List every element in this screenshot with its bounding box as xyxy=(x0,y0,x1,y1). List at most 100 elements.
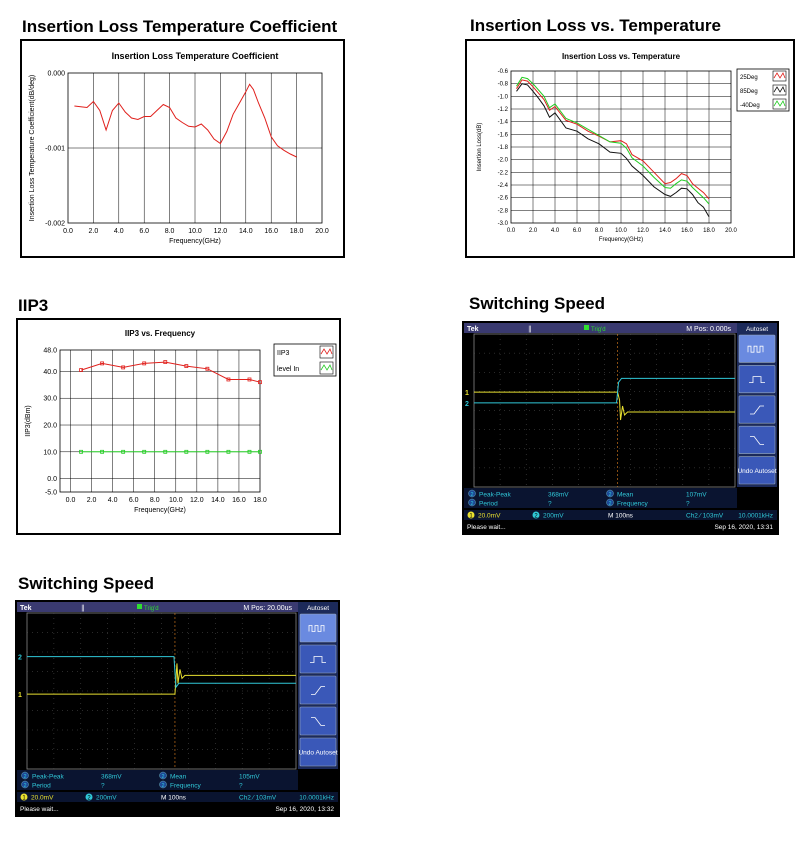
y-tick-label: 48.0 xyxy=(43,348,57,355)
ch1-marker: 1 xyxy=(465,390,469,397)
status-bar xyxy=(464,521,777,533)
x-tick-label: 2.0 xyxy=(529,228,538,234)
autoset-title: Autoset xyxy=(746,326,768,333)
trigger-frequency: 10.0001kHz xyxy=(738,513,773,520)
meas-label: Peak-Peak xyxy=(479,492,512,499)
meas-value: ? xyxy=(548,501,552,508)
y-tick-label: -0.001 xyxy=(45,146,65,153)
status-bar xyxy=(17,803,338,815)
x-tick-label: 8.0 xyxy=(595,228,604,234)
meas-channel-badge xyxy=(468,498,476,507)
ch1-scale: 20.0mV xyxy=(478,513,501,520)
legend-label: 25Deg xyxy=(740,75,758,81)
falling-edge-icon xyxy=(311,717,325,726)
meas-label: Peak-Peak xyxy=(32,774,65,781)
y-tick-label: -2.2 xyxy=(498,170,509,176)
data-point xyxy=(79,449,83,454)
legend-label: 85Deg xyxy=(740,89,758,95)
legend-label: level In xyxy=(277,366,299,373)
trace-ch1 xyxy=(27,663,296,695)
scope-datetime: Sep 16, 2020, 13:32 xyxy=(275,806,334,813)
x-tick-label: 12.0 xyxy=(190,497,204,504)
legend-swatch xyxy=(773,86,786,93)
meas-channel-number: 2 xyxy=(23,783,26,789)
chart-il-temp-panel: Insertion Loss vs. Temperature 0.0 2.0 4.0 6… xyxy=(465,39,795,258)
legend-swatch xyxy=(320,348,333,355)
x-tick-label: 18.0 xyxy=(703,228,715,234)
x-axis-label: Frequency(GHz) xyxy=(599,237,643,243)
x-tick-label: 14.0 xyxy=(239,228,253,235)
chart-title: Insertion Loss vs. Temperature xyxy=(562,52,681,61)
meas-value: 368mV xyxy=(548,492,569,499)
status-message: Please wait... xyxy=(467,524,506,531)
meas-channel-badge xyxy=(159,780,167,789)
y-tick-label: -0.6 xyxy=(498,69,509,75)
y-tick-label: -0.8 xyxy=(498,82,509,88)
data-point xyxy=(184,364,189,368)
data-point xyxy=(121,365,126,370)
data-point xyxy=(226,449,231,454)
y-tick-label: -1.6 xyxy=(498,132,509,138)
trigger-level: Ch2 ∕ 103mV xyxy=(239,795,277,802)
timebase: M 100ns xyxy=(161,795,187,802)
data-point xyxy=(100,449,105,454)
autoset-option-button xyxy=(299,644,337,674)
x-tick-label: 8.0 xyxy=(150,497,160,504)
data-point xyxy=(205,449,210,454)
meas-value: 105mV xyxy=(239,774,260,781)
y-axis-label: Insertion Loss Temperature Coefficient(d… xyxy=(29,75,36,221)
channel-bar xyxy=(17,792,338,802)
chart-il-coef: Insertion Loss Temperature Coefficient 0.… xyxy=(29,51,329,245)
x-tick-label: 4.0 xyxy=(114,228,124,235)
y-tick-label: -1.8 xyxy=(498,145,509,151)
section-title-il-coef: Insertion Loss Temperature Coefficient xyxy=(22,17,338,36)
x-tick-label: 18.0 xyxy=(290,228,304,235)
ch2-scale: 200mV xyxy=(543,513,564,520)
meas-label: Mean xyxy=(617,492,634,499)
meas-channel-number: 2 xyxy=(608,492,611,498)
y-axis-label: Insertion Loss(dB) xyxy=(477,123,483,172)
pulse-icon xyxy=(310,656,326,663)
data-point xyxy=(142,449,147,454)
scope-top-bar xyxy=(464,323,777,333)
y-tick-label: -3.0 xyxy=(498,221,509,227)
x-tick-label: 0.0 xyxy=(66,497,76,504)
trigger-status: Trig'd xyxy=(591,327,606,333)
x-tick-label: 16.0 xyxy=(681,228,693,234)
series-line-0 xyxy=(74,83,297,158)
meas-channel-badge xyxy=(159,771,167,780)
legend-label: IIP3 xyxy=(277,350,290,357)
y-axis-label: IIP3(dBm) xyxy=(25,405,32,437)
section-title-iip3: IIP3 xyxy=(18,296,49,315)
scope-top-bar xyxy=(17,602,338,612)
chart-title: IIP3 vs. Frequency xyxy=(125,329,196,338)
series-line-25deg xyxy=(516,79,710,200)
y-tick-label: -1.2 xyxy=(498,107,509,113)
ch1-badge xyxy=(467,511,475,519)
falling-edge-icon xyxy=(750,436,764,445)
meas-channel-badge xyxy=(468,489,476,498)
section-title-switching-2: Switching Speed xyxy=(18,574,155,593)
y-tick-label: 30.0 xyxy=(43,396,57,403)
data-point xyxy=(100,361,105,366)
undo-autoset-button xyxy=(738,456,776,485)
data-point xyxy=(205,366,210,371)
legend-swatch-box xyxy=(772,70,787,82)
undo-autoset-label: Undo Autoset xyxy=(737,468,776,475)
data-point xyxy=(247,377,252,382)
x-tick-label: 20.0 xyxy=(315,228,329,235)
channel-bar xyxy=(464,510,777,520)
chart-iip3: IIP3 vs. Frequency 0.0 2.0 4.0 6.0 8.0 10.0 12.… xyxy=(25,329,337,514)
trigger-status: Trig'd xyxy=(144,606,159,612)
meas-channel-badge xyxy=(21,771,29,780)
legend-swatch-box xyxy=(772,98,787,110)
legend-swatch-box xyxy=(772,84,787,96)
data-point xyxy=(163,449,168,454)
autoset-title: Autoset xyxy=(307,605,329,612)
x-tick-label: 2.0 xyxy=(87,497,97,504)
scope-datetime: Sep 16, 2020, 13:31 xyxy=(714,524,773,531)
x-tick-label: 0.0 xyxy=(507,228,516,234)
x-tick-label: 6.0 xyxy=(139,228,149,235)
undo-autoset-label: Undo Autoset xyxy=(298,750,337,757)
x-tick-label: 16.0 xyxy=(264,228,278,235)
